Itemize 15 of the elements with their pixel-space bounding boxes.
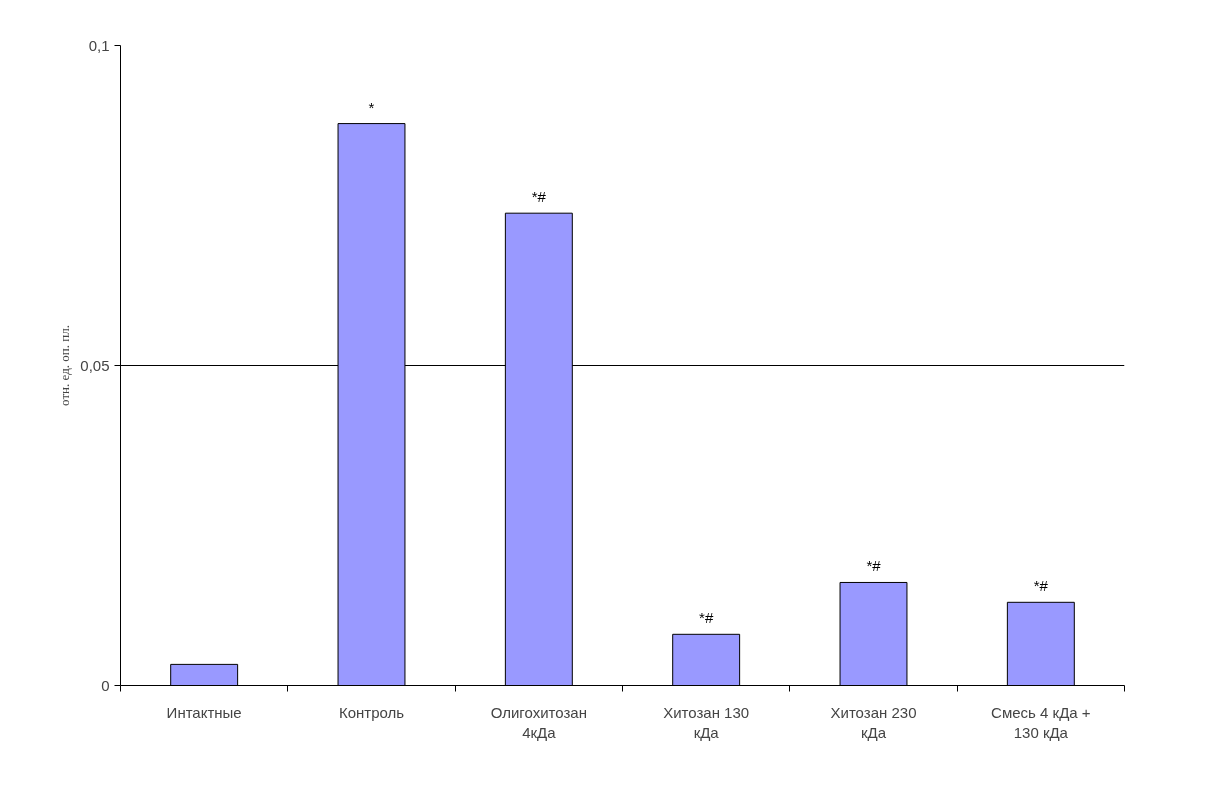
annotation: *# (1033, 577, 1049, 595)
annotation: *# (699, 609, 714, 627)
annotation: *# (866, 557, 882, 575)
y-tick-label: 0,05 (80, 356, 110, 374)
x-tick-label: Контроль (338, 703, 405, 721)
x-tick-label: Хитозан 130 кДа (663, 703, 750, 741)
y-tick-label: 0,1 (88, 36, 110, 54)
x-tick-label: Олигохитозан 4кДа (490, 703, 587, 741)
y-tick-label: 0 (101, 676, 110, 694)
y-axis-title: отн. ед. оп. пл. (57, 325, 73, 406)
x-tick-label: Смесь 4 кДа + 130 кДа (991, 703, 1091, 741)
annotation: *# (531, 188, 547, 206)
x-tick-label: Хитозан 230 кДа (830, 703, 917, 741)
x-tick-label: Интактные (166, 703, 242, 721)
annotation: * (368, 98, 375, 116)
